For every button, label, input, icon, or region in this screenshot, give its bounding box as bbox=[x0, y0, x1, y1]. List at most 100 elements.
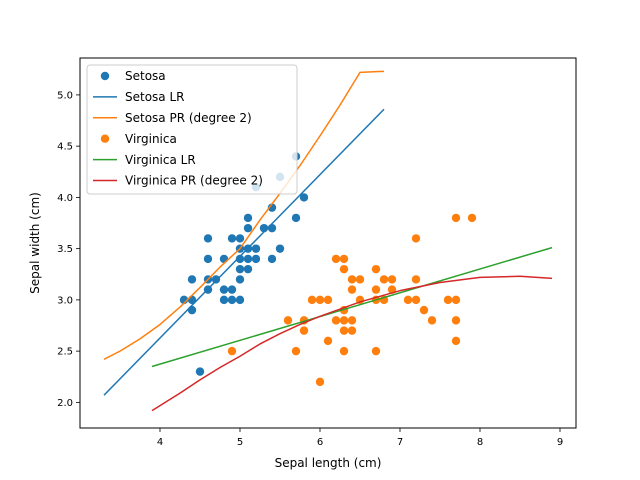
y-tick-label: 3.0 bbox=[57, 295, 73, 306]
scatter-point bbox=[243, 223, 253, 233]
scatter-point bbox=[203, 234, 213, 243]
scatter-point bbox=[251, 244, 261, 253]
legend-label: Setosa LR bbox=[125, 90, 185, 104]
legend-box bbox=[86, 64, 298, 195]
scatter-point bbox=[323, 295, 333, 305]
y-tick-label: 4.0 bbox=[57, 193, 73, 204]
legend-item: Virginica LR bbox=[93, 153, 196, 167]
scatter-point bbox=[227, 285, 237, 294]
scatter-point bbox=[379, 275, 389, 284]
series-4 bbox=[151, 246, 553, 368]
scatter-point bbox=[219, 295, 229, 305]
x-tick-label: 5 bbox=[237, 437, 243, 448]
y-tick-label: 2.0 bbox=[57, 398, 73, 409]
scatter-point bbox=[347, 316, 357, 325]
legend-label: Virginica LR bbox=[125, 153, 196, 167]
x-tick-label: 7 bbox=[397, 437, 403, 448]
x-tick-label: 9 bbox=[557, 437, 563, 448]
scatter-point bbox=[251, 254, 261, 264]
scatter-point bbox=[227, 295, 237, 305]
scatter-point bbox=[267, 254, 277, 264]
series-line bbox=[103, 70, 385, 360]
scatter-point bbox=[235, 295, 245, 305]
scatter-point bbox=[211, 275, 221, 284]
scatter-point bbox=[195, 367, 205, 376]
scatter-point bbox=[411, 275, 421, 284]
scatter-point bbox=[355, 275, 365, 284]
series-line bbox=[103, 108, 385, 396]
series-2 bbox=[103, 70, 385, 360]
scatter-point bbox=[451, 295, 461, 305]
legend-item: Virginica PR (degree 2) bbox=[93, 174, 263, 188]
scatter-point bbox=[427, 316, 437, 325]
scatter-point bbox=[243, 213, 253, 223]
legend-item: Setosa bbox=[100, 69, 166, 83]
y-tick-label: 5.0 bbox=[57, 90, 73, 101]
scatter-point bbox=[323, 336, 333, 346]
scatter-point bbox=[315, 295, 325, 305]
scatter-point bbox=[339, 316, 349, 325]
legend-label: Setosa bbox=[125, 69, 166, 83]
series-line bbox=[151, 275, 553, 412]
scatter-point bbox=[235, 275, 245, 284]
scatter-point bbox=[243, 254, 253, 264]
scatter-point bbox=[203, 254, 213, 264]
legend-item: Setosa PR (degree 2) bbox=[93, 111, 252, 125]
scatter-point bbox=[347, 285, 357, 294]
scatter-point bbox=[331, 254, 341, 264]
legend-label: Virginica bbox=[125, 132, 177, 146]
scatter-point bbox=[283, 316, 293, 325]
scatter-point bbox=[411, 295, 421, 305]
scatter-point bbox=[467, 213, 477, 223]
scatter-point bbox=[235, 254, 245, 264]
scatter-point bbox=[339, 254, 349, 264]
scatter-point bbox=[339, 326, 349, 335]
scatter-point bbox=[227, 234, 237, 243]
scatter-point bbox=[347, 275, 357, 284]
scatter-point bbox=[243, 264, 253, 274]
scatter-point bbox=[347, 326, 357, 335]
scatter-point bbox=[299, 326, 309, 335]
scatter-point bbox=[419, 305, 429, 315]
scatter-point bbox=[291, 213, 301, 223]
x-axis: 4 5 6 7 8 9 bbox=[157, 428, 563, 448]
scatter-point bbox=[307, 295, 317, 305]
scatter-point bbox=[443, 295, 453, 305]
scatter-point bbox=[267, 223, 277, 233]
legend-item: Virginica bbox=[100, 132, 177, 146]
legend: Setosa Setosa LR Setosa PR (degree 2) Virgi… bbox=[86, 64, 298, 195]
y-tick-label: 2.5 bbox=[57, 347, 73, 358]
y-tick-label: 4.5 bbox=[57, 142, 73, 153]
scatter-point bbox=[451, 316, 461, 325]
scatter-point bbox=[275, 244, 285, 253]
legend-marker bbox=[100, 134, 110, 143]
y-axis: 2.0 2.5 3.0 3.5 4.0 4.5 5.0 bbox=[57, 90, 80, 409]
scatter-point bbox=[187, 275, 197, 284]
axes-frame bbox=[79, 57, 577, 429]
y-axis-label: Sepal width (cm) bbox=[28, 192, 42, 294]
scatter-point bbox=[227, 346, 237, 356]
scatter-point bbox=[387, 275, 397, 284]
series-line bbox=[151, 246, 553, 368]
series-1 bbox=[103, 108, 385, 396]
x-tick-label: 6 bbox=[317, 437, 323, 448]
scatter-point bbox=[219, 285, 229, 294]
legend-label: Setosa PR (degree 2) bbox=[125, 111, 252, 125]
scatter-point bbox=[403, 295, 413, 305]
scatter-point bbox=[411, 234, 421, 243]
x-tick-label: 8 bbox=[477, 437, 483, 448]
scatter-point bbox=[451, 336, 461, 346]
scatter-point bbox=[371, 264, 381, 274]
legend-label: Virginica PR (degree 2) bbox=[125, 174, 263, 188]
scatter-point bbox=[235, 264, 245, 274]
scatter-point bbox=[451, 213, 461, 223]
series-3 bbox=[227, 213, 477, 387]
legend-item: Setosa LR bbox=[93, 90, 185, 104]
scatter-point bbox=[371, 346, 381, 356]
plot-area bbox=[103, 70, 553, 412]
scatter-point bbox=[219, 254, 229, 264]
scatter-point bbox=[299, 193, 309, 202]
scatter-point bbox=[315, 377, 325, 387]
scatter-point bbox=[339, 264, 349, 274]
